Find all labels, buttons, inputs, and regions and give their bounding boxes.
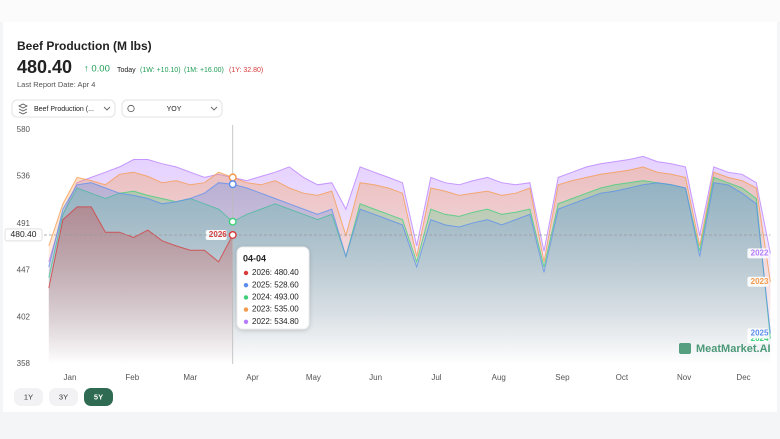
- tooltip-dot: [243, 283, 249, 288]
- end-label: 2025: [751, 329, 769, 338]
- end-label: 2026: [209, 230, 227, 239]
- x-tick-label: Jul: [431, 373, 441, 382]
- layers-icon: [18, 103, 28, 115]
- tooltip-item: 2024: 493.00: [252, 293, 299, 302]
- series-line: [48, 182, 771, 334]
- x-tick-label: Jun: [369, 373, 382, 382]
- end-label: 2022: [751, 248, 769, 257]
- chevron: [103, 106, 111, 111]
- change-period: Today: [117, 67, 136, 74]
- year-change: (1Y: 32.80): [229, 67, 263, 74]
- series-line: [48, 166, 771, 282]
- series-line: [48, 176, 771, 339]
- end-label-bg: [747, 248, 769, 259]
- tooltip-item: 2025: 528.60: [252, 280, 299, 289]
- x-tick-label: Apr: [246, 373, 259, 382]
- watermark: MeatMarket.AI: [696, 343, 771, 355]
- metric-dropdown[interactable]: [11, 99, 116, 118]
- y-tick-label: 491: [17, 219, 31, 228]
- month-change: (1M: +16.00): [184, 67, 224, 74]
- x-tick-label: Jan: [64, 373, 77, 382]
- hover-point: [228, 173, 237, 182]
- y-tick-label: 536: [17, 171, 31, 180]
- reference-label-bg: [4, 228, 43, 242]
- week-change: (1W: +10.10): [140, 67, 181, 74]
- y-tick-label: 447: [17, 265, 31, 274]
- history-icon: [127, 104, 135, 113]
- tooltip-dot: [243, 307, 249, 312]
- hover-point: [228, 217, 237, 226]
- tooltip: [236, 246, 310, 330]
- tooltip-dot: [243, 319, 249, 324]
- hover-point: [228, 230, 237, 239]
- x-tick-label: Dec: [736, 373, 750, 382]
- tooltip-item: 2023: 535.00: [252, 305, 299, 314]
- range-button[interactable]: [49, 388, 78, 406]
- current-value: 480.40: [17, 57, 72, 77]
- x-tick-label: Feb: [125, 373, 139, 382]
- x-tick-label: Mar: [183, 373, 197, 382]
- tooltip-item: 2026: 480.40: [252, 268, 299, 277]
- series-line: [48, 206, 234, 289]
- change: ↑ 0.00: [84, 64, 110, 75]
- series-line: [48, 155, 771, 262]
- range-button-label: 5Y: [94, 392, 103, 401]
- plot: 358 402 447 491 536 580 Jan Feb Mar Apr May Jun Jul A…: [17, 125, 771, 382]
- tooltip-dot: [243, 270, 249, 276]
- metric-select: Beef Production (...: [34, 106, 94, 113]
- hover-point: [228, 180, 237, 189]
- top-strip: [0, 0, 780, 22]
- tooltip-dot: [243, 295, 249, 300]
- watermark-icon: [679, 343, 691, 354]
- y-tick-label: 402: [17, 313, 31, 322]
- chevron: [210, 106, 218, 111]
- mode-select: YOY: [167, 106, 182, 113]
- x-tick-label: Oct: [616, 373, 629, 382]
- range-button-label: 1Y: [24, 392, 33, 401]
- tooltip-item: 2022: 534.80: [252, 317, 299, 326]
- range-button[interactable]: [84, 388, 113, 406]
- range-button-label: 3Y: [59, 392, 68, 401]
- range-button[interactable]: [14, 388, 43, 406]
- reference-label: 480.40: [11, 229, 37, 239]
- tooltip-title: 04-04: [243, 253, 266, 263]
- end-label-bg: [747, 328, 769, 339]
- y-tick-label: 580: [17, 125, 31, 134]
- y-tick-label: 358: [17, 359, 31, 368]
- end-label: 2023: [751, 277, 769, 286]
- x-tick-label: Aug: [492, 373, 506, 382]
- x-tick-label: May: [306, 373, 321, 382]
- report-date: Last Report Date: Apr 4: [17, 80, 95, 89]
- x-tick-label: Nov: [677, 373, 691, 382]
- x-tick-label: Sep: [555, 373, 570, 382]
- area: [48, 206, 233, 364]
- end-label-bg: [747, 276, 769, 287]
- title: Beef Production (M lbs): [17, 39, 152, 53]
- mode-dropdown[interactable]: [121, 99, 223, 118]
